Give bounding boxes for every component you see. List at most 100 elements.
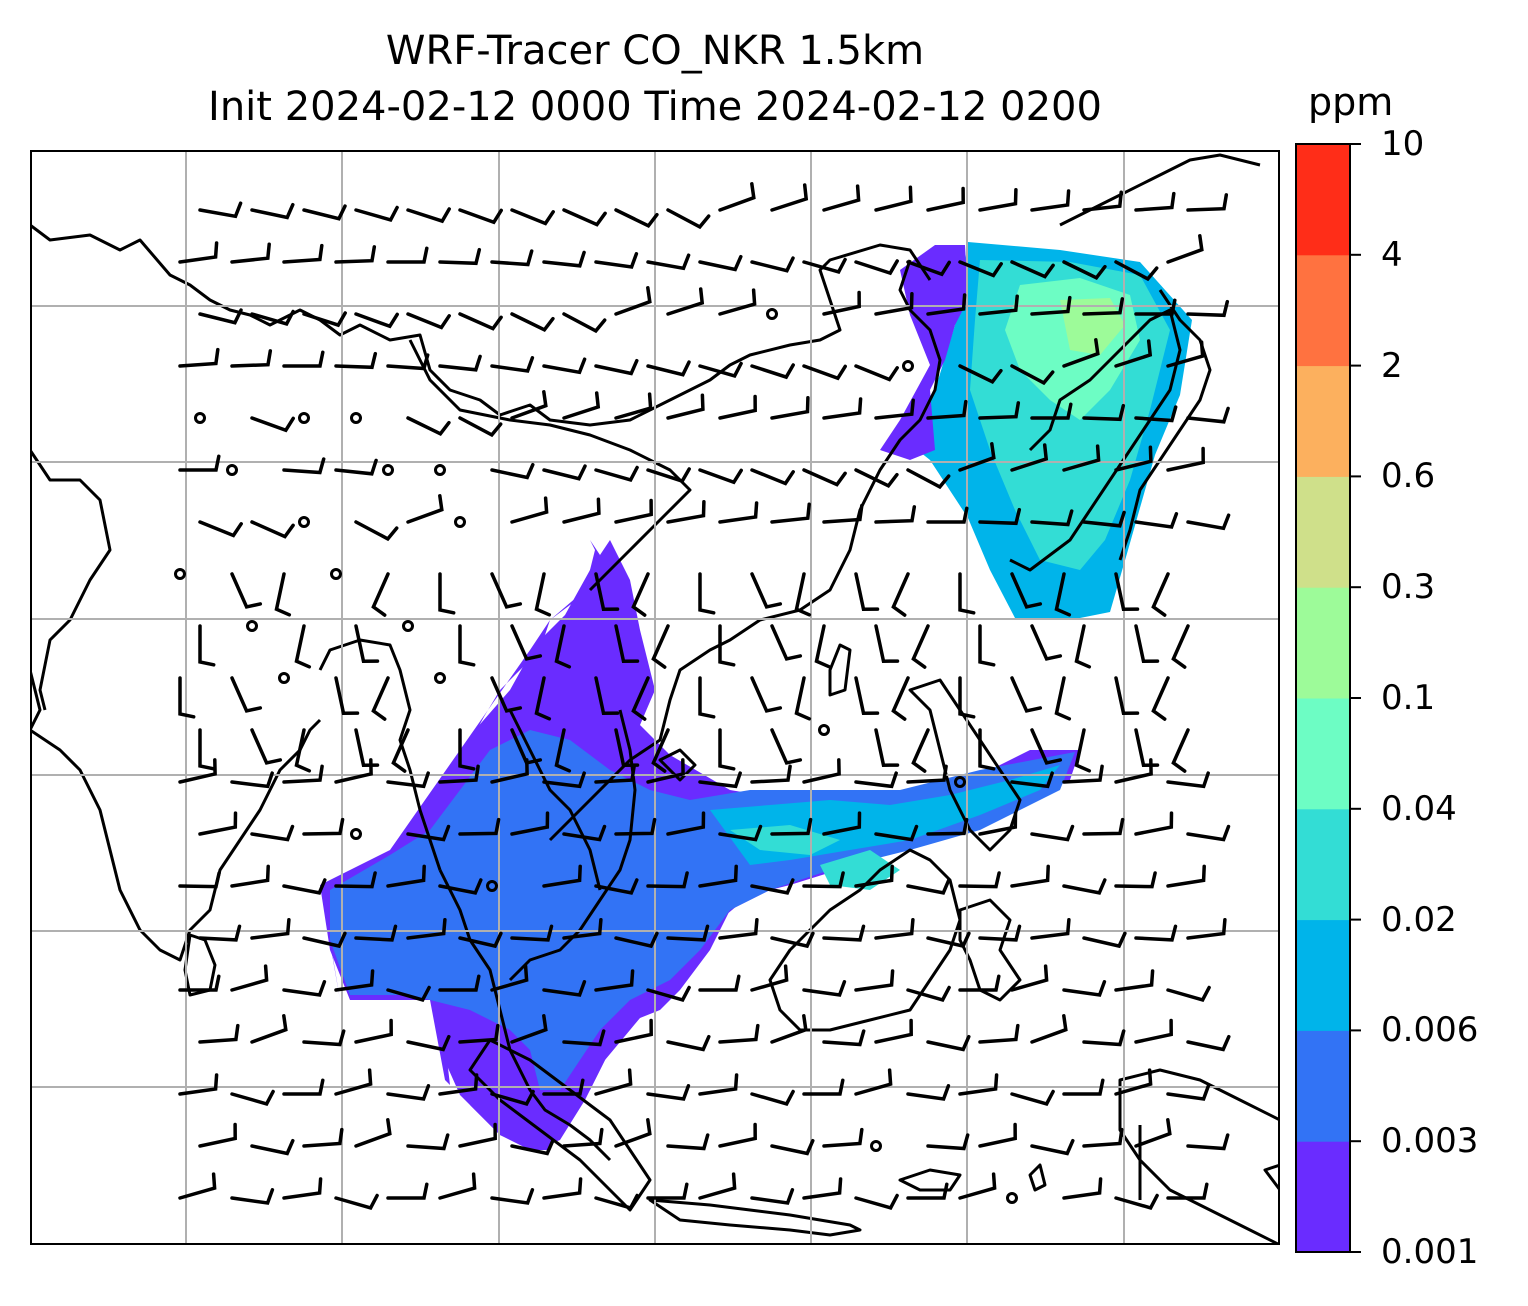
- wind-barb: [614, 931, 659, 949]
- wind-barb: [906, 985, 951, 1002]
- wind-barb-calm: [298, 412, 310, 424]
- wind-barb: [802, 468, 847, 487]
- wind-barb: [1114, 758, 1153, 784]
- wind-barb: [406, 494, 444, 524]
- wind-barb: [198, 308, 243, 325]
- wind-barb: [666, 208, 711, 230]
- wind-barb: [294, 624, 312, 669]
- wind-barb: [490, 964, 529, 992]
- wind-barb: [958, 364, 1003, 385]
- wind-barb: [1062, 260, 1107, 281]
- colorbar-segment: [1296, 476, 1350, 588]
- wind-barb-calm: [350, 412, 362, 424]
- wind-barb: [386, 771, 430, 789]
- wind-barb: [750, 676, 783, 713]
- wind-barb: [891, 572, 910, 617]
- wind-barb: [978, 811, 1018, 836]
- wind-barb: [614, 1018, 653, 1044]
- wind-barb: [1114, 676, 1140, 715]
- wind-barb-calm: [278, 672, 290, 684]
- wind-barb: [1082, 1029, 1126, 1047]
- wind-barb: [1134, 728, 1160, 767]
- wind-barb: [854, 771, 898, 789]
- wind-barb: [294, 728, 312, 773]
- wind-barb: [718, 728, 736, 771]
- wind-barb: [1030, 1138, 1075, 1156]
- wind-barb: [651, 728, 670, 773]
- wind-barb: [978, 728, 996, 771]
- wind-barb: [1114, 339, 1153, 368]
- wind-barb: [874, 292, 914, 316]
- wind-barb: [510, 312, 555, 333]
- wind-barb: [770, 728, 803, 765]
- wind-barb: [646, 360, 691, 377]
- wind-barb: [614, 817, 657, 836]
- wind-barb: [906, 260, 951, 277]
- wind-barb: [1114, 969, 1155, 992]
- wind-barb: [198, 924, 242, 942]
- wind-barb: [631, 676, 650, 721]
- wind-barb: [718, 182, 756, 212]
- coastline-hainan: [658, 748, 697, 782]
- colorbar-unit: ppm: [1308, 80, 1394, 124]
- wind-barb: [490, 356, 535, 373]
- wind-barb: [854, 969, 895, 992]
- wind-barb: [854, 864, 894, 888]
- map-panel: [30, 150, 1280, 1245]
- wind-barb: [794, 676, 812, 721]
- wind-barb: [562, 208, 607, 227]
- wind-barb: [198, 624, 216, 667]
- wind-barb: [1134, 405, 1178, 423]
- coastline-sulawesi: [958, 898, 1022, 1002]
- wind-barb: [594, 1193, 639, 1210]
- wind-barb: [490, 1188, 535, 1205]
- wind-barb: [406, 1133, 450, 1151]
- wind-barb: [614, 208, 659, 229]
- wind-barb: [1074, 728, 1092, 773]
- wind-barb: [1114, 1193, 1159, 1210]
- wind-barb: [230, 1089, 275, 1106]
- coastline-india-peninsula: [30, 669, 322, 962]
- wind-barb: [1082, 403, 1126, 422]
- wind-barb: [874, 917, 915, 940]
- wind-barb: [978, 624, 996, 667]
- wind-barb: [594, 252, 639, 269]
- wind-barb: [822, 1029, 866, 1047]
- wind-barb: [822, 503, 864, 524]
- tracer-plume-south: [320, 540, 1080, 1150]
- wind-barb: [718, 501, 759, 524]
- colorbar-tick-label: 0.6: [1381, 456, 1436, 497]
- wind-barb-calm: [902, 360, 914, 372]
- wind-barb: [458, 1023, 500, 1044]
- wind-barb: [1010, 864, 1050, 888]
- wind-barb: [438, 1172, 477, 1200]
- wind-barb: [438, 878, 483, 895]
- wind-barb: [562, 1127, 604, 1148]
- wind-barb: [1010, 443, 1049, 472]
- wind-barb: [490, 249, 534, 267]
- wind-barb: [542, 1078, 585, 1096]
- wind-barb: [1030, 509, 1074, 527]
- wind-barb: [926, 1133, 970, 1151]
- wind-barb: [911, 728, 930, 773]
- map-frame: [30, 150, 1280, 1245]
- wind-barb: [1166, 1084, 1211, 1101]
- wind-barb: [1010, 964, 1049, 992]
- wind-barb: [438, 572, 456, 615]
- coastline-indochina-east: [548, 259, 942, 842]
- wind-barb: [438, 764, 480, 784]
- wind-barb: [438, 247, 482, 266]
- wind-barb: [854, 1193, 899, 1210]
- wind-barb: [646, 758, 685, 784]
- colorbar-segment: [1296, 587, 1350, 699]
- wind-barb: [1062, 878, 1107, 895]
- wind-barb: [1151, 572, 1170, 617]
- wind-barb: [1030, 1014, 1068, 1044]
- wind-barb: [822, 397, 863, 420]
- wind-barb: [1054, 676, 1072, 721]
- wind-barb: [371, 572, 390, 617]
- wind-barb: [178, 871, 221, 889]
- wind-barb: [406, 416, 451, 437]
- wind-barb: [666, 1034, 711, 1052]
- wind-barb: [750, 363, 795, 380]
